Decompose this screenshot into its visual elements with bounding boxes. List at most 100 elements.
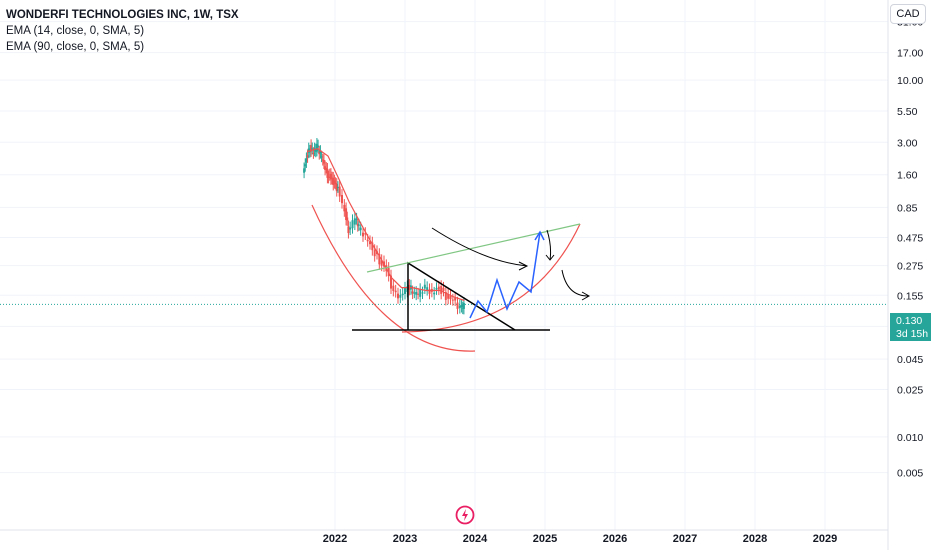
arrow-drop: [546, 229, 552, 261]
y-tick-label: 0.155: [897, 290, 923, 302]
candle-body: [458, 305, 461, 309]
candle-body: [426, 287, 429, 291]
candle-body: [440, 286, 443, 294]
x-tick-label: 2022: [323, 533, 347, 545]
y-tick-label: 0.045: [897, 354, 923, 366]
candle-body: [304, 164, 307, 167]
candle-body: [345, 208, 348, 221]
candle-body: [369, 241, 371, 245]
currency-button[interactable]: CAD: [890, 4, 926, 24]
candle-body: [312, 153, 315, 155]
candle-body: [399, 294, 402, 298]
candle-body: [394, 290, 397, 293]
candle-body: [329, 173, 332, 180]
last-price-value: 0.130: [896, 315, 923, 327]
candle-body: [460, 305, 463, 308]
candle-body: [326, 168, 329, 178]
candle-body: [331, 177, 334, 179]
candle-body: [415, 292, 418, 295]
candle-body: [322, 160, 325, 164]
candle-body: [314, 149, 317, 152]
candle-body: [327, 176, 330, 178]
candle-body: [351, 220, 354, 229]
candle-body: [310, 145, 313, 152]
x-tick-label: 2026: [603, 533, 627, 545]
candle-body: [353, 218, 356, 225]
candle-body: [324, 166, 327, 170]
x-tick-label: 2029: [813, 533, 837, 545]
candle-body: [390, 275, 392, 289]
candle-body: [355, 218, 358, 220]
x-tick-label: 2025: [533, 533, 557, 545]
candle-body: [319, 151, 322, 154]
y-tick-label: 0.010: [897, 432, 923, 444]
x-tick-label: 2023: [393, 533, 417, 545]
candle-body: [419, 289, 422, 297]
candle-body: [456, 302, 459, 309]
candle-body: [343, 204, 346, 212]
candle-body: [461, 307, 464, 309]
ema-14-indicator[interactable]: EMA (14, close, 0, SMA, 5): [6, 25, 145, 37]
candle-body: [364, 233, 367, 235]
candle-body: [435, 288, 438, 290]
last-price-label: 0.130 3d 15h: [890, 313, 931, 341]
candle-body: [421, 292, 424, 294]
candle-body: [444, 292, 447, 300]
candle-body: [332, 177, 335, 186]
candle-body: [362, 232, 364, 237]
projection-arrowhead: [534, 230, 545, 241]
arrow-down-right: [431, 227, 528, 267]
y-tick-label: 0.005: [897, 468, 923, 480]
candle-body: [462, 302, 465, 309]
x-tick-label: 2024: [463, 533, 488, 545]
candle-body: [347, 226, 350, 234]
candle-body: [346, 217, 349, 221]
candle-body: [404, 287, 406, 294]
candle-body: [333, 180, 336, 184]
x-tick-label: 2027: [673, 533, 697, 545]
ema-line: [306, 148, 465, 302]
candle-body: [311, 148, 314, 150]
candle-body: [305, 158, 308, 163]
candle-body: [356, 223, 359, 227]
candle-body: [433, 292, 436, 295]
tradingview-logo-icon[interactable]: [455, 505, 475, 525]
candle-body: [349, 227, 352, 230]
ema-90-indicator[interactable]: EMA (90, close, 0, SMA, 5): [6, 41, 145, 53]
candle-body: [328, 174, 331, 176]
candle-body: [454, 297, 457, 301]
candle-body: [397, 293, 399, 299]
candle-body: [335, 183, 338, 192]
y-tick-label: 5.50: [897, 106, 918, 118]
candle-body: [378, 254, 381, 265]
candle-body: [306, 155, 309, 158]
candle-body: [318, 151, 321, 155]
candle-body: [303, 168, 306, 173]
candle-body: [449, 295, 452, 300]
y-tick-label: 0.025: [897, 385, 923, 397]
y-tick-label: 0.85: [897, 202, 918, 214]
arrow-exit: [561, 269, 589, 297]
y-tick-label: 10.00: [897, 75, 923, 87]
y-tick-label: 3.00: [897, 137, 918, 149]
candle-body: [401, 293, 404, 296]
candle-body: [411, 291, 414, 294]
bowl-curve-left: [311, 204, 476, 352]
candle-body: [334, 183, 337, 185]
candle-body: [373, 250, 376, 257]
candle-body: [371, 242, 374, 251]
candle-body: [447, 294, 450, 299]
candle-body: [325, 167, 328, 169]
candle-body: [336, 187, 339, 189]
arrow-down-right-head: [518, 261, 529, 271]
candle-body: [317, 145, 320, 148]
candle-body: [315, 143, 318, 151]
candle-body: [442, 287, 445, 291]
symbol-title[interactable]: WONDERFI TECHNOLOGIES INC, 1W, TSX: [6, 9, 239, 21]
candle-body: [320, 156, 323, 158]
candle-body: [357, 224, 360, 226]
candle-body: [321, 159, 324, 161]
y-tick-label: 1.60: [897, 170, 918, 182]
